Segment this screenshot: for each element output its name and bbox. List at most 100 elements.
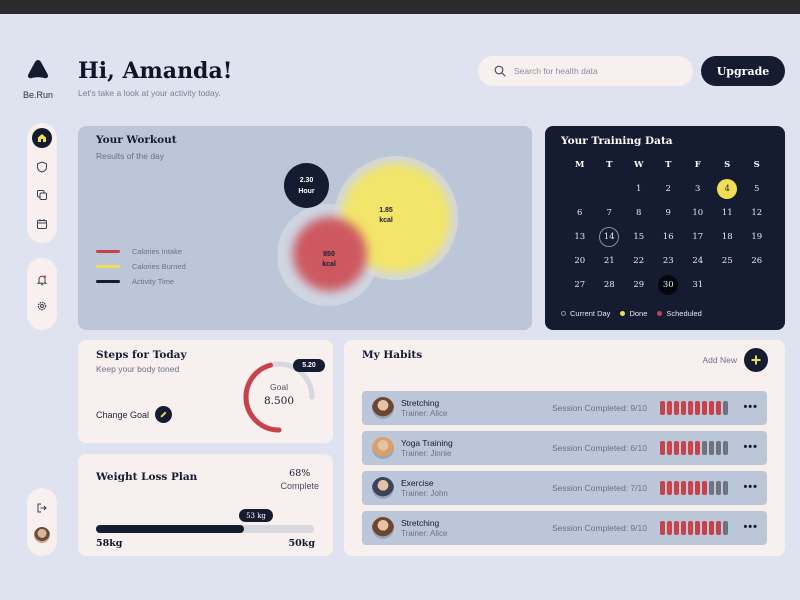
calendar-day-header: W bbox=[633, 160, 644, 170]
calendar-date[interactable]: 9 bbox=[654, 201, 684, 225]
more-options-icon[interactable]: ••• bbox=[743, 481, 758, 493]
calendar-date-label: 23 bbox=[662, 256, 674, 266]
session-pill-done bbox=[688, 401, 693, 415]
session-pill-done bbox=[674, 441, 679, 455]
logo-icon bbox=[27, 60, 49, 79]
calendar-date-label: 8 bbox=[636, 208, 642, 218]
workout-subtitle: Results of the day bbox=[96, 151, 165, 161]
calendar-date[interactable]: 25 bbox=[713, 249, 743, 273]
brand-name: Be.Run bbox=[22, 90, 54, 100]
training-data-card: Your Training Data M T W T F S S 1 2 3 4 5 6 7 8 9 10 11 1… bbox=[545, 126, 785, 330]
habit-row[interactable]: Stretching Trainer: Alice Session Complete… bbox=[362, 511, 767, 545]
calendar-date-label: 27 bbox=[574, 280, 586, 290]
calendar-date-label: 31 bbox=[692, 280, 704, 290]
habit-session-pills bbox=[660, 441, 730, 455]
calendar-date[interactable]: 16 bbox=[654, 225, 684, 249]
calendar-date-label: 9 bbox=[665, 208, 671, 218]
calendar-date[interactable]: 14 bbox=[595, 225, 625, 249]
habit-trainer: Trainer: Jinnie bbox=[401, 449, 452, 458]
calendar-date-label: 20 bbox=[574, 256, 586, 266]
change-goal-button[interactable] bbox=[155, 406, 173, 423]
trainer-avatar bbox=[372, 397, 394, 419]
session-pill-done bbox=[667, 521, 672, 535]
calendar-blank bbox=[595, 177, 625, 201]
calendar-date[interactable]: 31 bbox=[683, 273, 713, 297]
calendar-date[interactable]: 3 bbox=[683, 177, 713, 201]
legend-scheduled: Scheduled bbox=[657, 309, 702, 318]
upgrade-button[interactable]: Upgrade bbox=[701, 56, 785, 86]
calories-intake-bubble bbox=[293, 217, 367, 291]
session-pill-done bbox=[695, 481, 700, 495]
plus-icon bbox=[751, 355, 761, 365]
calendar-day-header: M bbox=[575, 160, 585, 170]
sidebar-item-notifications[interactable] bbox=[32, 270, 52, 290]
change-goal-control[interactable]: Change Goal bbox=[96, 406, 173, 423]
sidebar-item-security[interactable] bbox=[32, 157, 52, 177]
trainer-avatar bbox=[372, 517, 394, 539]
home-icon bbox=[38, 133, 46, 142]
habit-row[interactable]: Stretching Trainer: Alice Session Complete… bbox=[362, 391, 767, 425]
session-pill-done bbox=[681, 521, 686, 535]
calendar-date[interactable]: 1 bbox=[624, 177, 654, 201]
calendar-date[interactable]: 12 bbox=[742, 201, 772, 225]
legend-item-activity-time: Activity Time bbox=[96, 274, 186, 289]
session-pill-done bbox=[716, 401, 721, 415]
habit-session-count: Session Completed: 9/10 bbox=[552, 523, 647, 533]
steps-title: Steps for Today bbox=[96, 349, 187, 361]
calendar-date[interactable]: 15 bbox=[624, 225, 654, 249]
calendar-date[interactable]: 4 bbox=[713, 177, 743, 201]
session-pill-done bbox=[695, 521, 700, 535]
more-options-icon[interactable]: ••• bbox=[743, 441, 758, 453]
sidebar-item-settings[interactable] bbox=[32, 296, 52, 316]
calendar-date[interactable]: 27 bbox=[565, 273, 595, 297]
calendar-date-label: 11 bbox=[721, 208, 733, 218]
calendar-date[interactable]: 11 bbox=[713, 201, 743, 225]
calendar-date[interactable]: 22 bbox=[624, 249, 654, 273]
calendar-date[interactable]: 19 bbox=[742, 225, 772, 249]
calendar-date[interactable]: 8 bbox=[624, 201, 654, 225]
workout-card: Your Workout Results of the day Calories… bbox=[78, 126, 532, 330]
calendar-date[interactable]: 10 bbox=[683, 201, 713, 225]
calendar-date[interactable]: 7 bbox=[595, 201, 625, 225]
activity-time-badge: 2.30 Hour bbox=[284, 163, 329, 208]
add-new-control[interactable]: Add New bbox=[703, 348, 768, 372]
calendar-date[interactable]: 17 bbox=[683, 225, 713, 249]
calendar-date[interactable]: 21 bbox=[595, 249, 625, 273]
sidebar-item-documents[interactable] bbox=[32, 186, 52, 206]
avatar[interactable] bbox=[34, 527, 50, 543]
calendar-date[interactable]: 20 bbox=[565, 249, 595, 273]
search-input[interactable] bbox=[514, 66, 684, 76]
weight-title: Weight Loss Plan bbox=[96, 471, 198, 483]
add-new-button[interactable] bbox=[744, 348, 768, 372]
calendar-date[interactable]: 6 bbox=[565, 201, 595, 225]
calendar-date-label: 12 bbox=[751, 208, 763, 218]
more-options-icon[interactable]: ••• bbox=[743, 401, 758, 413]
more-options-icon[interactable]: ••• bbox=[743, 521, 758, 533]
calendar-date-label: 19 bbox=[751, 232, 763, 242]
sidebar-item-calendar[interactable] bbox=[32, 214, 52, 234]
search-bar[interactable] bbox=[478, 56, 693, 86]
search-icon bbox=[494, 65, 506, 77]
calendar-date[interactable]: 23 bbox=[654, 249, 684, 273]
calendar-date-label: 22 bbox=[633, 256, 645, 266]
session-pill-done bbox=[674, 481, 679, 495]
habit-row[interactable]: Exercise Trainer: John Session Completed: … bbox=[362, 471, 767, 505]
logout-icon bbox=[37, 503, 47, 513]
calendar-date[interactable]: 24 bbox=[683, 249, 713, 273]
session-pill-done bbox=[681, 401, 686, 415]
calendar-date[interactable]: 28 bbox=[595, 273, 625, 297]
calendar-date[interactable]: 29 bbox=[624, 273, 654, 297]
session-pill-done bbox=[688, 521, 693, 535]
calendar-date[interactable]: 30 bbox=[654, 273, 684, 297]
calendar-date-label: 29 bbox=[633, 280, 645, 290]
sidebar-item-home[interactable] bbox=[32, 128, 52, 148]
calendar-date[interactable]: 5 bbox=[742, 177, 772, 201]
calendar-date[interactable]: 13 bbox=[565, 225, 595, 249]
habit-row[interactable]: Yoga Training Trainer: Jinnie Session Comp… bbox=[362, 431, 767, 465]
calendar-date[interactable]: 26 bbox=[742, 249, 772, 273]
sidebar-item-logout[interactable] bbox=[32, 498, 52, 518]
gear-icon bbox=[37, 301, 47, 311]
calendar-date[interactable]: 18 bbox=[713, 225, 743, 249]
calendar-date[interactable]: 2 bbox=[654, 177, 684, 201]
habit-session-count: Session Completed: 9/10 bbox=[552, 403, 647, 413]
